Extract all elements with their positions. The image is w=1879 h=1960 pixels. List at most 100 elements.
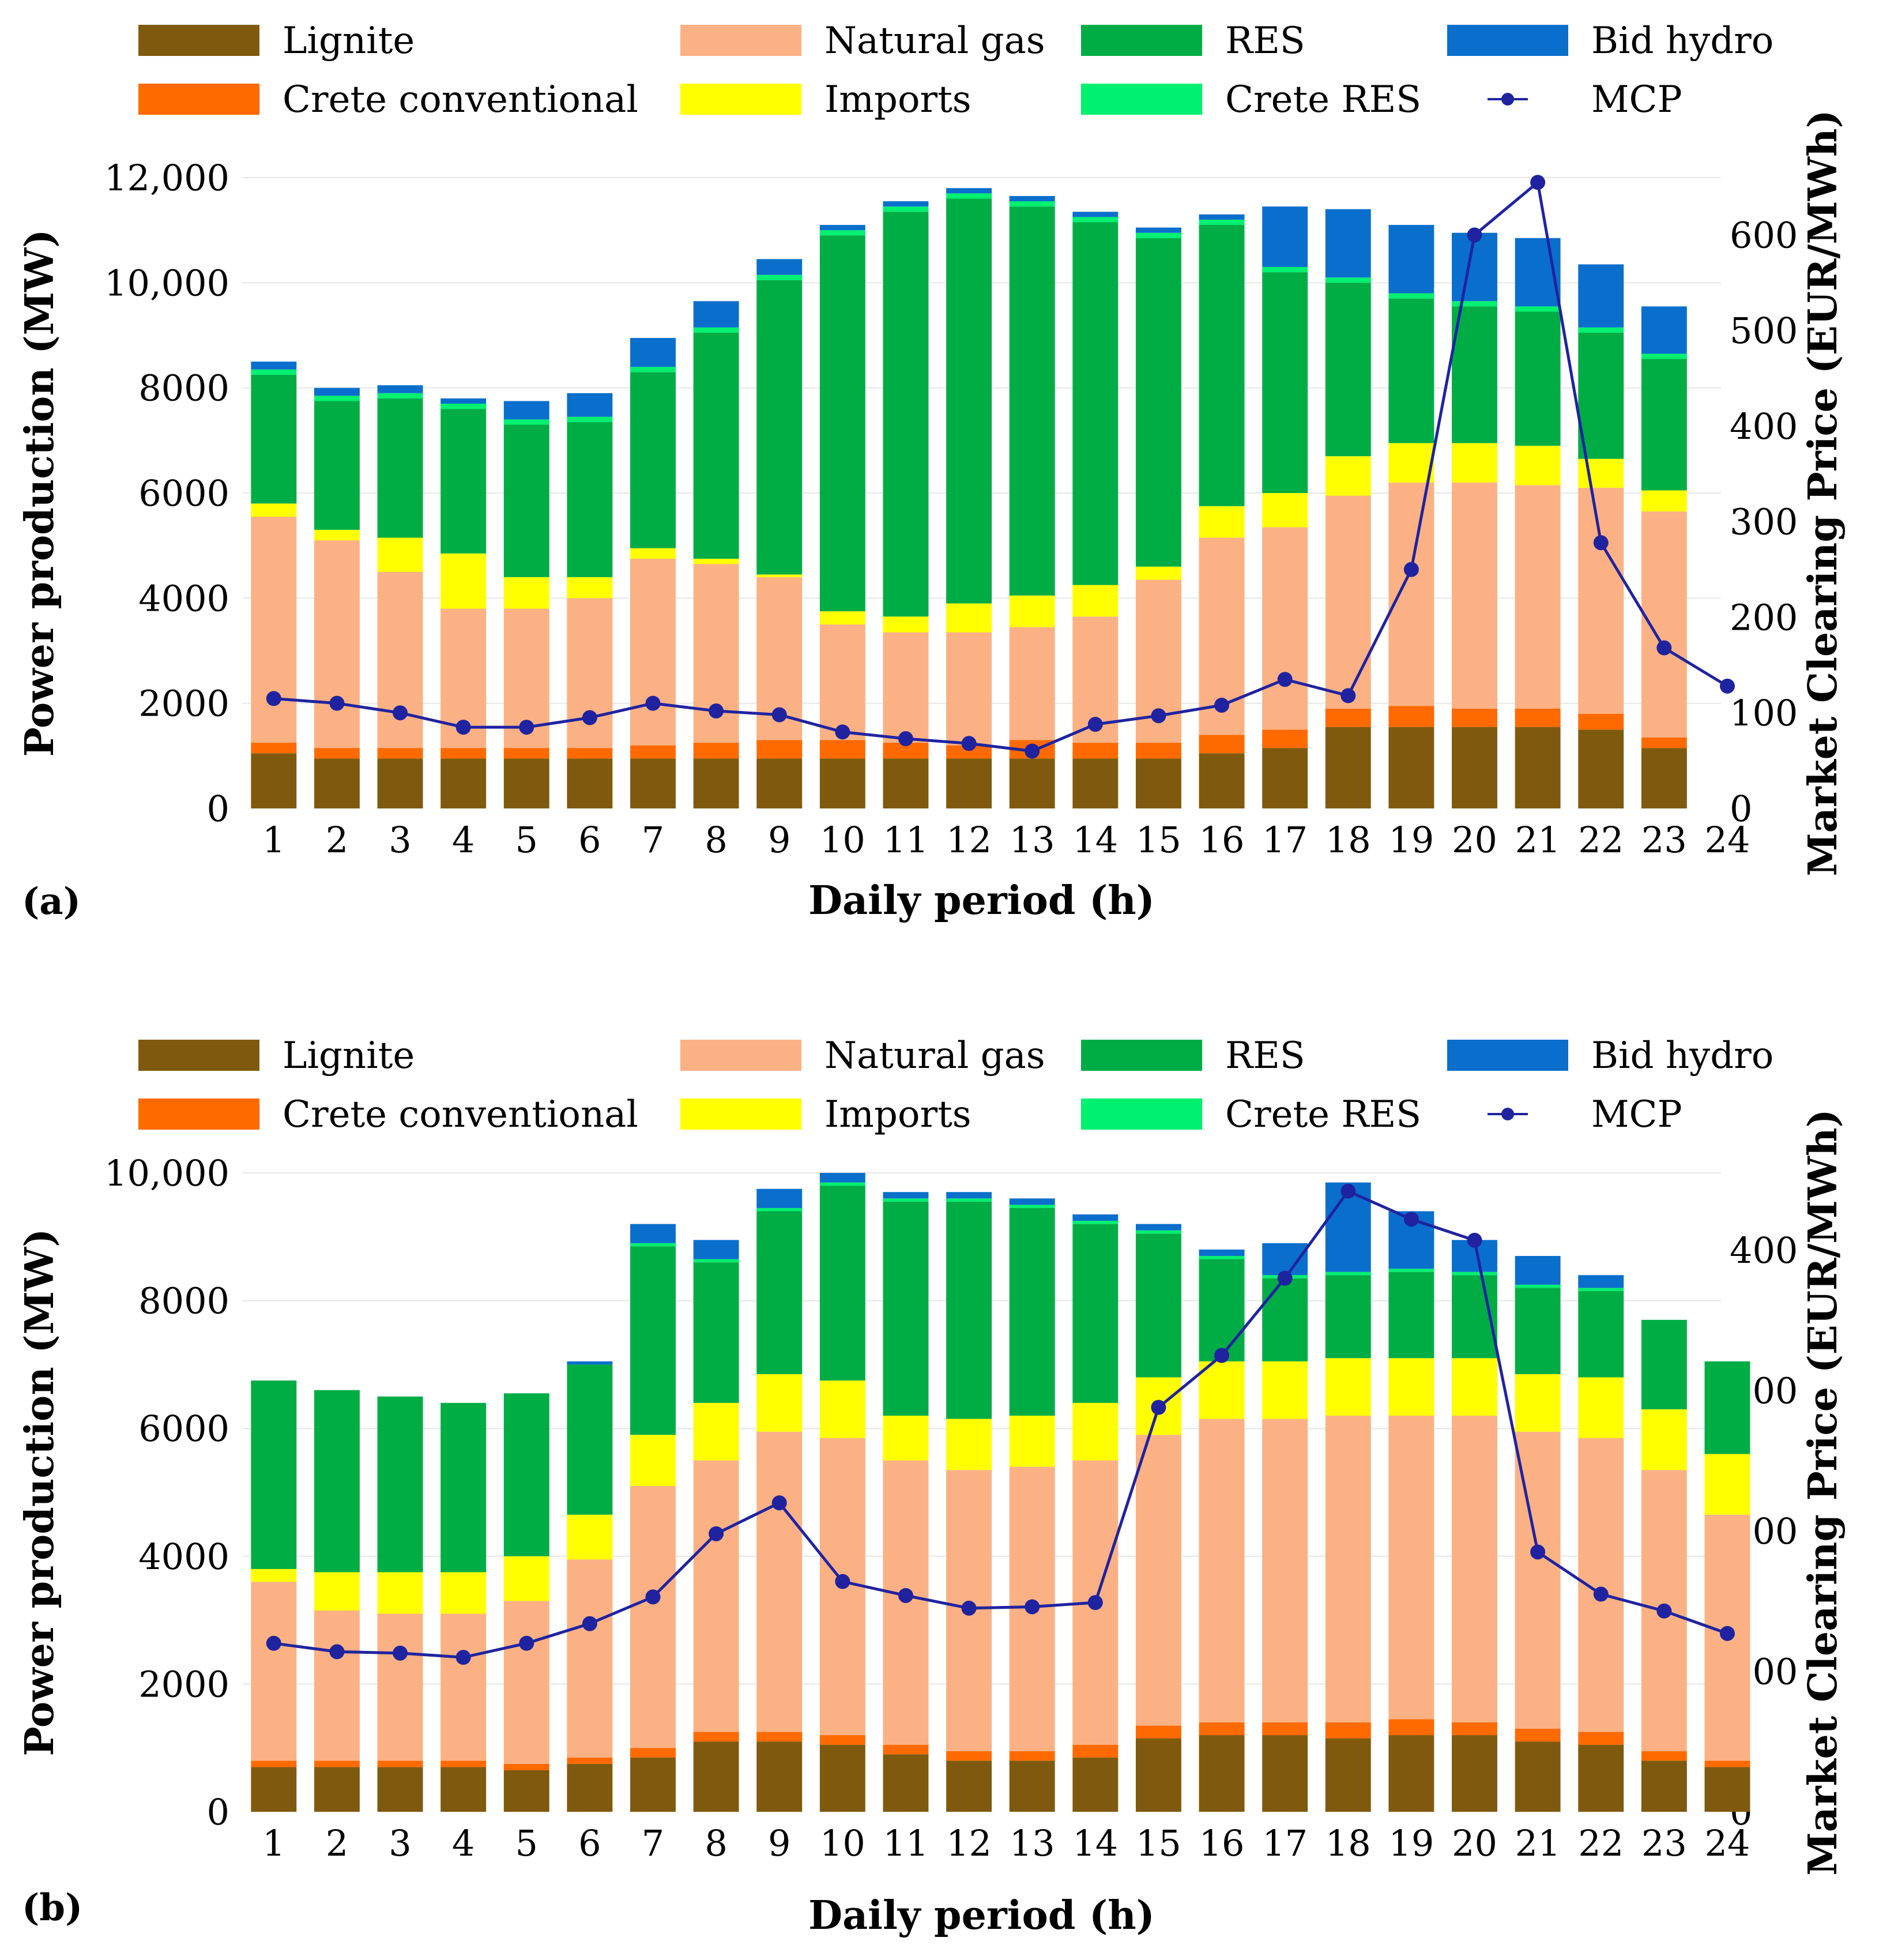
bar-imports-h20: [1452, 1358, 1497, 1416]
chart-panel-1: Lignite Natural gas RES Bid hydro Crete conv…: [17, 20, 1846, 924]
bar-imports-h9: [756, 1374, 803, 1432]
bar-imports-h13: [1009, 595, 1055, 627]
bar-imports-h10: [819, 1380, 865, 1438]
bar-crete-conventional-h23: [1641, 737, 1687, 748]
x-tick-label: 22: [1578, 819, 1624, 861]
bar-crete-res-h22: [1578, 1288, 1624, 1291]
bar-imports-h22: [1578, 1377, 1624, 1438]
bar-bid-hydro-h8: [693, 1240, 739, 1259]
bar-crete-conventional-h3: [377, 748, 423, 759]
bar-bid-hydro-h12: [946, 188, 992, 194]
x-tick-label: 9: [768, 819, 790, 861]
bar-bid-hydro-h17: [1262, 206, 1308, 267]
x-tick-label: 20: [1452, 1822, 1497, 1864]
bar-natural-gas-h2: [314, 1610, 360, 1761]
x-tick-label: 19: [1388, 1822, 1434, 1864]
bar-res-h8: [693, 1262, 739, 1403]
bar-lignite-h13: [1009, 758, 1055, 808]
mcp-point-h18: [1340, 1183, 1356, 1199]
panel-label: (b): [22, 1886, 82, 1929]
bar-crete-conventional-h4: [440, 748, 487, 759]
mcp-point-h9: [771, 1495, 787, 1511]
x-tick-label: 12: [946, 819, 992, 861]
mcp-point-h15: [1151, 708, 1166, 724]
bar-imports-h12: [946, 1419, 992, 1470]
mcp-point-h15: [1151, 1400, 1166, 1415]
x-tick-label: 7: [642, 819, 664, 861]
mcp-point-h11: [898, 1587, 913, 1603]
bar-lignite-h13: [1009, 1760, 1055, 1812]
bar-lignite-h12: [946, 758, 992, 808]
bar-imports-h14: [1072, 585, 1119, 617]
x-tick-label: 1: [262, 1822, 285, 1864]
bar-natural-gas-h3: [377, 571, 423, 748]
bar-crete-conventional-h17: [1262, 729, 1308, 748]
mcp-point-h6: [582, 1616, 597, 1631]
bar-crete-conventional-h20: [1452, 708, 1497, 727]
x-tick-label: 14: [1072, 1822, 1118, 1864]
bar-crete-conventional-h16: [1199, 735, 1245, 754]
bar-crete-conventional-h22: [1578, 1732, 1624, 1745]
legend-swatch-imports: [680, 1098, 801, 1130]
bar-natural-gas-h5: [503, 1601, 549, 1764]
bar-bid-hydro-h16: [1199, 214, 1245, 220]
legend-label-res: RES: [1225, 20, 1305, 62]
mcp-point-h3: [393, 705, 408, 721]
bar-res-h2: [314, 1390, 360, 1572]
bar-res-h11: [883, 1201, 929, 1416]
x-tick-label: 16: [1199, 819, 1245, 861]
bar-bid-hydro-h8: [693, 301, 739, 328]
legend-label-crete-res: Crete RES: [1225, 1093, 1421, 1136]
legend-label-crete-res: Crete RES: [1225, 78, 1421, 121]
y2-tick-label: 400: [1730, 405, 1798, 447]
bar-bid-hydro-h17: [1262, 1243, 1308, 1276]
bar-res-h19: [1388, 1271, 1434, 1359]
bar-crete-conventional-h19: [1388, 706, 1434, 727]
bar-natural-gas-h4: [440, 1613, 487, 1761]
mcp-point-h1: [266, 691, 281, 706]
bar-res-h16: [1199, 1259, 1245, 1361]
bar-natural-gas-h1: [251, 517, 297, 743]
bar-bid-hydro-h20: [1452, 232, 1497, 302]
bar-imports-h19: [1388, 443, 1434, 483]
bar-imports-h5: [503, 1556, 549, 1601]
bar-res-h13: [1009, 206, 1055, 596]
bar-res-h17: [1262, 1278, 1308, 1361]
legend-swatch-natural-gas: [680, 25, 801, 56]
bar-bid-hydro-h1: [251, 362, 297, 370]
bar-res-h11: [883, 212, 929, 617]
bar-crete-res-h3: [377, 393, 423, 398]
mcp-point-h24: [1719, 678, 1735, 694]
bar-crete-res-h16: [1199, 219, 1245, 225]
bar-lignite-h12: [946, 1760, 992, 1812]
bar-res-h21: [1515, 311, 1561, 446]
bar-bid-hydro-h10: [819, 1173, 865, 1183]
legend-label-natural-gas: Natural gas: [824, 20, 1045, 62]
bar-lignite-h21: [1515, 727, 1561, 808]
x-tick-label: 10: [820, 819, 865, 861]
bar-natural-gas-h22: [1578, 487, 1624, 714]
bar-crete-conventional-h17: [1262, 1722, 1308, 1736]
legend-swatch-crete-conventional: [138, 1098, 259, 1130]
bar-lignite-h10: [819, 1744, 865, 1812]
mcp-point-h12: [961, 736, 977, 751]
bar-crete-conventional-h5: [503, 1763, 549, 1770]
bar-res-h3: [377, 1396, 423, 1572]
bar-lignite-h17: [1262, 1735, 1308, 1812]
bar-crete-res-h20: [1452, 301, 1497, 307]
bar-lignite-h14: [1072, 758, 1119, 808]
y2-tick-label: 600: [1730, 214, 1798, 256]
legend-label-lignite: Lignite: [283, 20, 415, 62]
bar-crete-res-h13: [1009, 201, 1055, 207]
bar-lignite-h8: [693, 758, 739, 808]
bar-crete-res-h22: [1578, 327, 1624, 333]
bar-imports-h8: [693, 1402, 739, 1461]
bar-lignite-h9: [756, 1741, 803, 1812]
bar-lignite-h22: [1578, 729, 1624, 808]
bar-bid-hydro-h22: [1578, 264, 1624, 328]
bar-bid-hydro-h6: [567, 1361, 613, 1365]
bar-imports-h11: [883, 616, 929, 633]
bar-res-h12: [946, 198, 992, 604]
bar-res-h19: [1388, 298, 1434, 443]
bar-crete-conventional-h22: [1578, 713, 1624, 730]
